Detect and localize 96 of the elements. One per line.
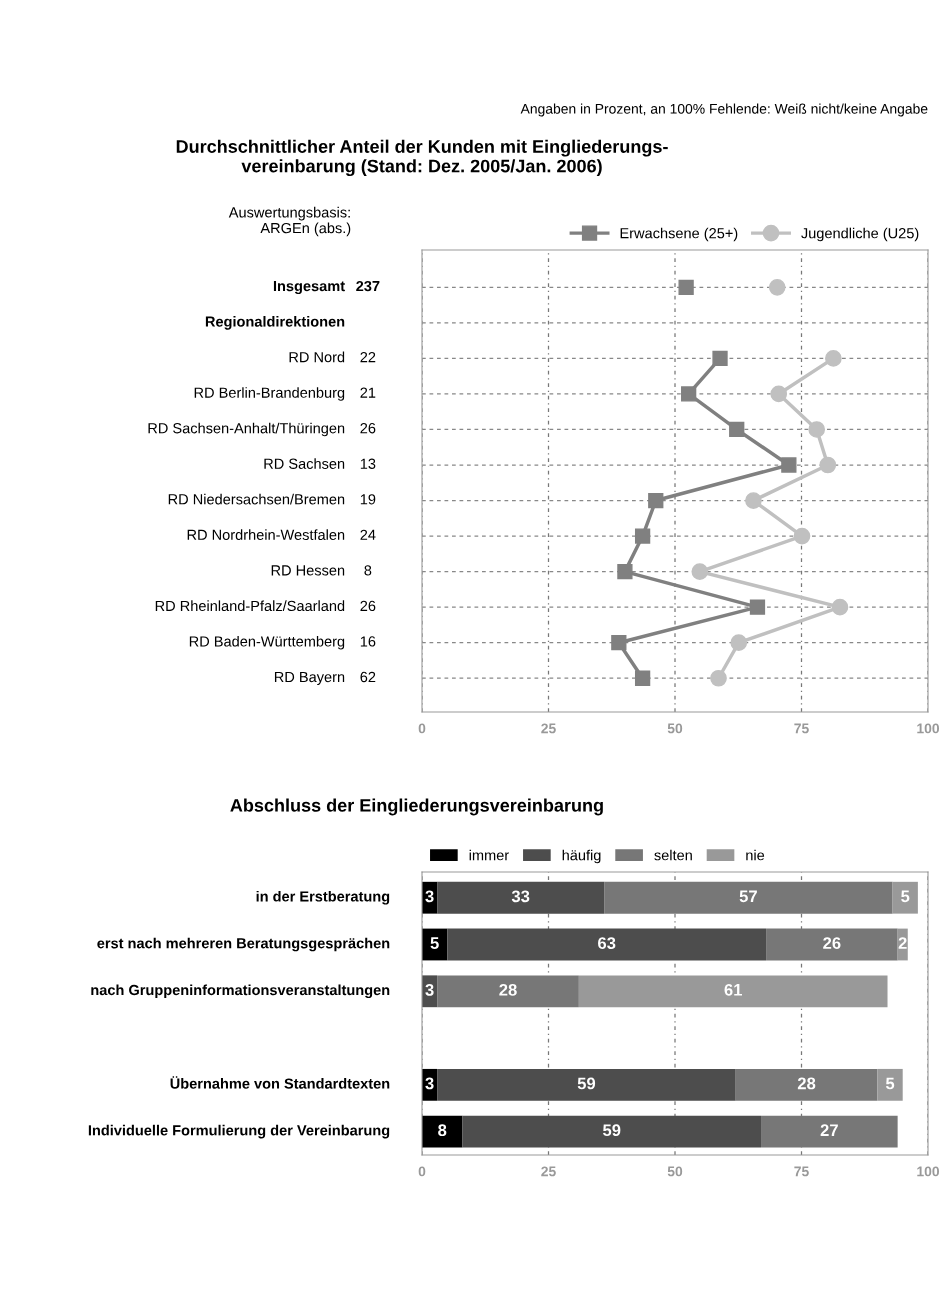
legend-label: Jugendliche (U25) [801, 227, 919, 242]
data-label: 33 [511, 890, 530, 903]
x-tick-label: 25 [541, 723, 556, 734]
y2-tick-label: 19 [360, 494, 376, 505]
x-tick-label: 75 [794, 723, 809, 734]
y-tick-label: Regionaldirektionen [205, 316, 345, 330]
data-label: 2 [898, 937, 907, 949]
bar [437, 881, 605, 914]
data-label: 61 [724, 983, 742, 996]
point [710, 669, 727, 687]
data-label: 63 [598, 937, 616, 949]
legend-label: nie [746, 849, 765, 861]
point [617, 563, 633, 580]
x-tick-label: 0 [418, 1166, 426, 1177]
point [730, 634, 748, 652]
y2-tick-label: 24 [360, 529, 376, 540]
legend-label: immer [469, 849, 509, 861]
point [819, 456, 837, 474]
point [793, 527, 811, 545]
point [770, 385, 788, 403]
legend-label: selten [654, 849, 692, 861]
x-tick-label: 75 [794, 1166, 809, 1177]
bar [447, 928, 767, 961]
point [831, 598, 849, 616]
y-tick-label: RD Niedersachsen/Bremen [168, 493, 345, 505]
data-label: 3 [425, 890, 434, 903]
y-tick-label: nach Gruppeninformationsveranstaltungen [91, 984, 390, 999]
text: Angaben in Prozent, an 100% Fehlende: Weiß nicht/keine Angabe [520, 103, 928, 117]
y-tick-label: RD Berlin-Brandenburg [194, 387, 345, 401]
y2-tick-label: 8 [364, 565, 372, 576]
point [634, 528, 651, 544]
data-label: 59 [602, 1124, 621, 1137]
y2-tick-label: 26 [360, 423, 376, 434]
legend-label: häufig [562, 849, 601, 864]
point [749, 599, 766, 615]
bar [422, 1115, 463, 1148]
point [634, 670, 651, 686]
y2-tick-label: 26 [360, 600, 376, 612]
data-label: 59 [577, 1077, 596, 1090]
point [648, 492, 664, 509]
y-tick-label: in der Erstberatung [256, 890, 390, 905]
data-label: 3 [425, 1077, 434, 1090]
y-tick-label: Insgesamt [273, 280, 345, 295]
data-label: 5 [430, 937, 439, 949]
point [808, 421, 826, 438]
point [678, 279, 694, 295]
x-tick-label: 100 [917, 723, 940, 734]
data-label: 28 [797, 1077, 816, 1090]
y-tick-label: erst nach mehreren Beratungsgesprächen [97, 937, 390, 952]
x-tick-label: 50 [667, 1166, 683, 1177]
y2-tick-label: 13 [360, 458, 376, 469]
point [712, 350, 728, 367]
data-label: 5 [901, 890, 910, 903]
y-tick-label: RD Sachsen-Anhalt/Thüringen [148, 422, 345, 437]
data-label: 28 [499, 983, 517, 996]
point [611, 635, 627, 651]
data-label: 26 [823, 937, 841, 949]
legend-label: Erwachsene (25+) [620, 227, 738, 242]
y-tick-label: RD Nord [289, 351, 345, 363]
x-tick-label: 100 [917, 1166, 940, 1177]
bar [578, 975, 888, 1008]
y-tick-label: Übernahme von Standardtexten [170, 1076, 390, 1089]
y2-tick-label: 16 [360, 636, 376, 647]
x-tick-label: 25 [541, 1166, 556, 1177]
bar [877, 1068, 903, 1101]
y-tick-label: RD Sachsen [264, 458, 345, 469]
y-tick-label: RD Rheinland-Pfalz/Saarland [155, 600, 345, 612]
point [745, 492, 762, 509]
x-tick-label: 0 [418, 723, 426, 734]
x-tick-label: 50 [667, 723, 683, 734]
point [781, 457, 797, 473]
y-tick-label: RD Hessen [271, 565, 345, 576]
bar [462, 1115, 762, 1148]
y2-axis-title: Auswertungsbasis: ARGEn (abs.) [228, 206, 351, 237]
data-label: 3 [425, 983, 434, 996]
y2-tick-label: 22 [360, 351, 376, 363]
y2-tick-label: 62 [360, 671, 376, 683]
y2-tick-label: 237 [356, 280, 380, 292]
y-tick-label: RD Bayern [274, 671, 345, 686]
bar [437, 1068, 736, 1101]
data-label: 8 [438, 1124, 447, 1137]
bar [892, 881, 918, 914]
data-label: 27 [820, 1124, 838, 1136]
y-tick-label: RD Nordrhein-Westfalen [187, 529, 345, 540]
y-tick-label: Individuelle Formulierung der Vereinbarung [88, 1124, 390, 1139]
chart-title: Durchschnittlicher Anteil der Kunden mit Eingliederungs- vereinbarung (Stand: Dez. 2005/Jan. 2006) [176, 139, 668, 177]
point [681, 386, 697, 402]
data-label: 57 [739, 890, 757, 903]
data-label: 5 [885, 1077, 895, 1090]
point [768, 278, 786, 296]
chart-title: Abschluss der Eingliederungsvereinbarung [230, 798, 603, 816]
y2-tick-label: 21 [360, 387, 376, 398]
point [825, 350, 842, 367]
y-tick-label: RD Baden-Württemberg [189, 635, 345, 650]
point [691, 563, 709, 580]
point [729, 421, 745, 438]
